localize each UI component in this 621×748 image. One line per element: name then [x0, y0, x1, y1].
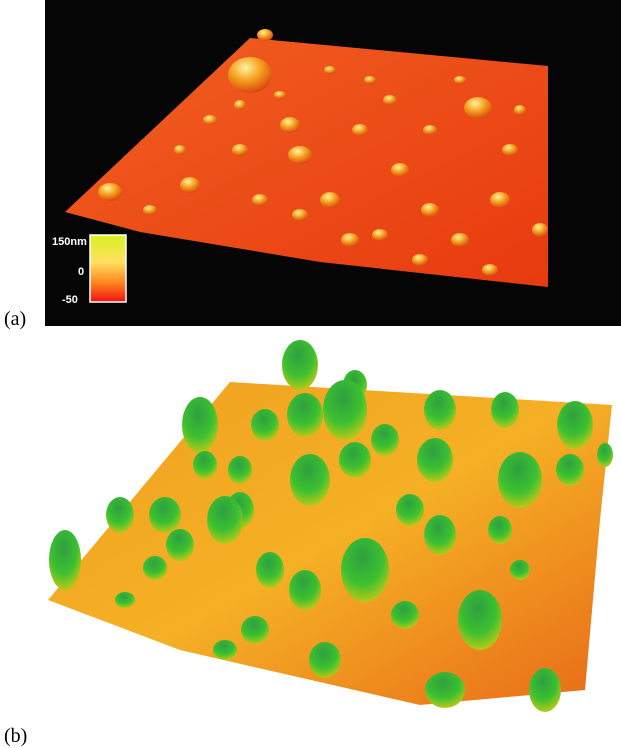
- bump: [174, 145, 186, 155]
- panel-b-bumps: [49, 340, 613, 712]
- bump: [597, 443, 613, 467]
- bump: [320, 192, 340, 208]
- bump: [49, 530, 81, 590]
- bump: [324, 66, 336, 74]
- bump: [417, 438, 453, 482]
- bump: [143, 556, 167, 580]
- bump: [451, 233, 469, 247]
- bump: [232, 144, 248, 156]
- bump: [280, 117, 300, 133]
- bump: [383, 95, 397, 105]
- bump: [391, 163, 409, 177]
- bump: [364, 76, 376, 84]
- bump: [458, 590, 502, 650]
- bump: [288, 146, 312, 164]
- bump: [106, 497, 134, 533]
- bump: [425, 672, 465, 708]
- bump: [251, 409, 279, 441]
- bump: [98, 183, 122, 201]
- bump: [372, 229, 388, 241]
- bump: [182, 397, 218, 453]
- colorbar: [89, 234, 127, 303]
- bump: [193, 451, 217, 479]
- bump: [352, 124, 368, 136]
- bump: [391, 601, 419, 629]
- bump: [454, 76, 466, 84]
- panel-label: (a): [4, 308, 26, 330]
- bump: [149, 497, 181, 533]
- bump: [498, 452, 542, 508]
- bump: [282, 340, 318, 390]
- bump: [424, 390, 456, 430]
- bump: [207, 496, 243, 544]
- colorbar-label: 0: [78, 266, 84, 278]
- bump: [143, 205, 157, 215]
- bump: [323, 380, 367, 440]
- colorbar-label: 150nm: [52, 236, 87, 248]
- bump: [529, 668, 561, 712]
- bump: [488, 516, 512, 544]
- bump: [203, 115, 217, 125]
- bump: [241, 616, 269, 644]
- bump: [482, 264, 498, 276]
- bump: [339, 442, 371, 478]
- bump: [502, 144, 518, 156]
- bump: [166, 529, 194, 561]
- bump: [287, 393, 323, 437]
- bump: [490, 192, 510, 208]
- bump: [252, 194, 268, 206]
- bump: [309, 642, 341, 678]
- bump: [289, 570, 321, 610]
- bump: [421, 203, 439, 217]
- bump: [292, 209, 308, 221]
- bump: [423, 125, 437, 135]
- bump: [412, 254, 428, 266]
- bump: [557, 401, 593, 449]
- bump: [464, 97, 492, 119]
- colorbar-label: -50: [62, 294, 78, 306]
- bump: [424, 515, 456, 555]
- bump: [257, 29, 273, 41]
- bump: [510, 560, 530, 580]
- bump: [532, 223, 548, 237]
- bump: [115, 592, 135, 608]
- bump: [228, 456, 252, 484]
- bump: [341, 538, 389, 602]
- bump: [180, 177, 200, 193]
- bump: [491, 392, 519, 428]
- bump: [341, 233, 359, 247]
- bump: [213, 640, 237, 660]
- panel-a-bumps: [98, 29, 548, 276]
- bump: [256, 552, 284, 588]
- bump: [556, 454, 584, 486]
- bump: [396, 494, 424, 526]
- bump: [228, 57, 272, 93]
- bump: [371, 424, 399, 456]
- bump: [274, 91, 286, 99]
- bump: [290, 454, 330, 506]
- panel-label: (b): [4, 725, 27, 747]
- bump: [514, 105, 526, 115]
- bump: [234, 100, 246, 110]
